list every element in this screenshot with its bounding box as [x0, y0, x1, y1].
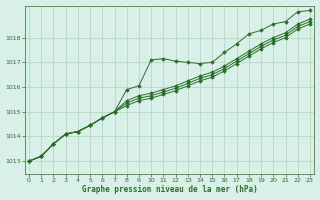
X-axis label: Graphe pression niveau de la mer (hPa): Graphe pression niveau de la mer (hPa): [82, 185, 257, 194]
